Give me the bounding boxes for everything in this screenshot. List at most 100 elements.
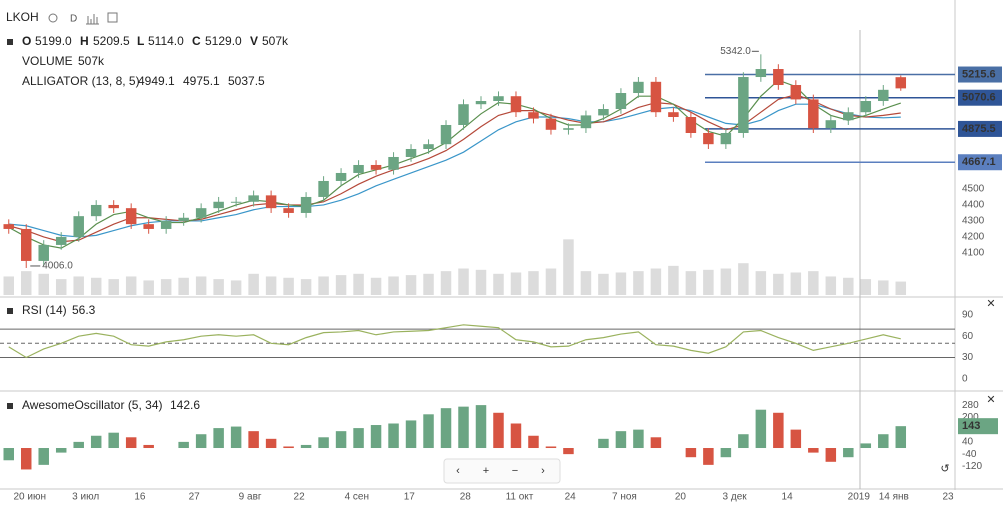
volume-bar xyxy=(335,275,347,295)
rsi-title: RSI (14) xyxy=(22,303,67,317)
ao-bar xyxy=(300,444,312,449)
price-tag xyxy=(958,154,1002,171)
candle-body xyxy=(283,208,294,213)
y-tick-label: 90 xyxy=(962,310,974,321)
x-tick-label: 16 xyxy=(134,492,146,503)
ao-bar xyxy=(545,446,557,449)
candle-body xyxy=(3,224,14,229)
volume-bar xyxy=(475,269,487,295)
interval: D xyxy=(70,14,77,25)
volume-bar xyxy=(703,269,714,295)
volume-bar xyxy=(318,276,329,295)
ao-bar xyxy=(720,448,732,458)
ao-bar xyxy=(703,448,714,465)
y-tick-label: -40 xyxy=(962,449,977,460)
volume-bar xyxy=(423,273,434,295)
candle-body xyxy=(213,201,224,209)
symbol: LKOH xyxy=(6,10,39,24)
candle-body xyxy=(108,204,119,209)
ao-bar xyxy=(528,435,539,449)
candle-body xyxy=(650,81,662,113)
candle-body xyxy=(300,196,312,213)
candle-body xyxy=(353,164,364,173)
ao-bar xyxy=(335,431,347,449)
ao-bar xyxy=(510,423,522,449)
toolbar-icons[interactable] xyxy=(48,12,118,25)
candle-body xyxy=(860,101,872,113)
price-tag xyxy=(958,89,1002,106)
candle-body xyxy=(265,195,277,209)
scroll-right-button[interactable]: › xyxy=(541,465,545,477)
x-tick-label: 2019 xyxy=(848,492,871,503)
zoom-in-button[interactable]: + xyxy=(483,465,489,477)
candle-body xyxy=(405,148,417,157)
candle-body xyxy=(370,164,382,170)
candle-body xyxy=(195,208,207,218)
volume-bar xyxy=(300,279,312,295)
candle-body xyxy=(388,156,399,170)
bullet xyxy=(7,308,13,314)
y-tick-label: 40 xyxy=(962,437,974,448)
volume-bar xyxy=(668,265,679,295)
volume-bar xyxy=(528,271,539,295)
candle-body xyxy=(773,69,784,86)
ao-bar xyxy=(90,435,102,449)
x-tick-label: 14 янв xyxy=(879,492,909,503)
ao-bar xyxy=(265,438,277,449)
candle-body xyxy=(563,128,574,130)
ohlc-value: 5199.0 xyxy=(35,34,72,48)
close-ao-button[interactable]: ✕ xyxy=(986,394,995,406)
ao-bar xyxy=(440,408,452,449)
ao-bar xyxy=(773,412,784,449)
candle-body xyxy=(685,117,697,133)
alligator-line xyxy=(8,79,901,249)
last-value-tag xyxy=(958,418,998,435)
volume-bar xyxy=(598,273,609,295)
close-rsi-button[interactable]: ✕ xyxy=(986,298,995,310)
volume-bar xyxy=(90,277,102,295)
alligator-line xyxy=(8,103,901,238)
ohlc-value: 5209.5 xyxy=(93,34,130,48)
ao-bar xyxy=(895,426,907,449)
price-tag-label: 4667.1 xyxy=(962,156,996,168)
y-tick-label: 4500 xyxy=(962,184,985,195)
candle-body xyxy=(528,112,539,119)
reset-button[interactable]: ↺ xyxy=(940,463,949,475)
scroll-left-button[interactable]: ‹ xyxy=(456,465,460,477)
x-tick-label: 27 xyxy=(189,492,201,503)
volume-bar xyxy=(458,268,469,295)
y-tick-label: 4100 xyxy=(962,248,985,259)
ao-bar xyxy=(563,448,574,455)
x-tick-label: 20 xyxy=(675,492,687,503)
volume-bar xyxy=(825,276,837,295)
volume-bar xyxy=(283,277,294,295)
candle-body xyxy=(125,208,137,225)
zoom-out-button[interactable]: − xyxy=(512,465,518,477)
candle-body xyxy=(160,220,172,229)
candle-body xyxy=(178,217,189,221)
volume-bar xyxy=(563,239,574,295)
toolbar-box xyxy=(443,458,561,484)
ao-bar xyxy=(650,437,662,449)
volume-bar xyxy=(230,280,242,295)
ao-bar xyxy=(195,434,207,449)
x-tick-label: 17 xyxy=(404,492,416,503)
y-tick-label: 200 xyxy=(962,412,979,423)
volume-bar xyxy=(493,273,504,295)
ao-bar xyxy=(178,441,189,449)
ao-value: 142.6 xyxy=(170,398,200,412)
y-tick-label: 60 xyxy=(962,331,974,342)
volume-bar xyxy=(843,277,854,295)
rsi-line xyxy=(8,324,901,359)
volume-bar xyxy=(213,279,224,295)
candle-body xyxy=(580,115,592,129)
ohlc-key: O xyxy=(22,34,31,48)
ao-bar xyxy=(860,443,872,449)
ao-bar xyxy=(685,448,697,458)
volume-bar xyxy=(73,276,84,295)
volume-bar xyxy=(55,279,67,295)
ao-bar xyxy=(843,448,854,458)
volume-bar xyxy=(878,280,889,295)
volume-bar xyxy=(615,272,627,295)
